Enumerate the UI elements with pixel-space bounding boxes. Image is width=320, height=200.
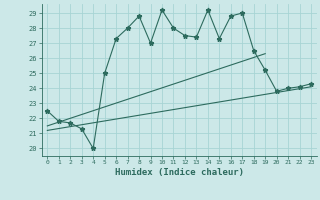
X-axis label: Humidex (Indice chaleur): Humidex (Indice chaleur) (115, 168, 244, 177)
